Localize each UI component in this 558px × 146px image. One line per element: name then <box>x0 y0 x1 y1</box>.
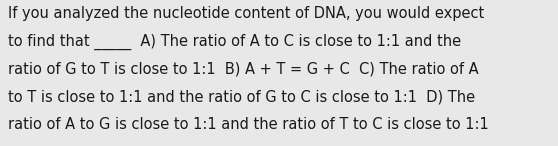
Text: If you analyzed the nucleotide content of DNA, you would expect: If you analyzed the nucleotide content o… <box>8 6 484 21</box>
Text: to find that _____  A) The ratio of A to C is close to 1:1 and the: to find that _____ A) The ratio of A to … <box>8 34 461 50</box>
Text: to T is close to 1:1 and the ratio of G to C is close to 1:1  D) The: to T is close to 1:1 and the ratio of G … <box>8 89 475 104</box>
Text: ratio of G to T is close to 1:1  B) A + T = G + C  C) The ratio of A: ratio of G to T is close to 1:1 B) A + T… <box>8 61 479 76</box>
Text: ratio of A to G is close to 1:1 and the ratio of T to C is close to 1:1: ratio of A to G is close to 1:1 and the … <box>8 117 489 132</box>
